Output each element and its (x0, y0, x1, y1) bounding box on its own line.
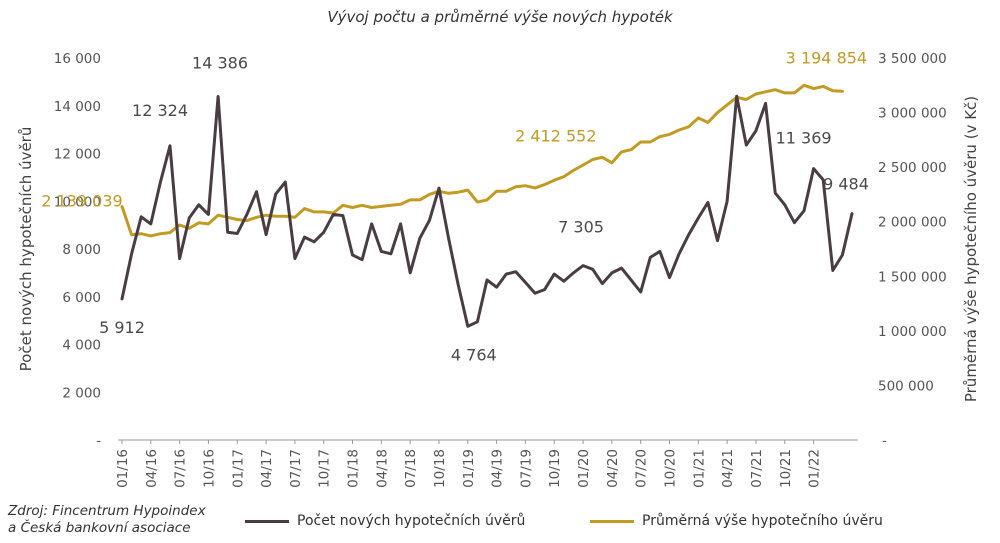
x-tick-label: 07/18 (403, 449, 419, 488)
legend-item-amount: Průměrná výše hypotečního úvěru (590, 513, 883, 529)
legend-label-amount: Průměrná výše hypotečního úvěru (642, 513, 883, 529)
x-tick-label: 07/21 (749, 449, 765, 488)
x-tick-label: 10/20 (663, 449, 679, 488)
x-tick-label: 07/20 (634, 449, 650, 488)
y-right-tick-label: 2 500 000 (878, 160, 947, 176)
y-right-tick-label: 2 000 000 (878, 215, 947, 231)
source-line-1: Zdroj: Fincentrum Hypoindex (8, 503, 206, 519)
x-tick-label: 10/21 (778, 449, 794, 488)
y-left-tick-label: - (96, 433, 101, 449)
x-tick-label: 01/17 (230, 449, 246, 488)
data-label: 12 324 (132, 101, 188, 120)
x-tick-label: 10/16 (201, 449, 217, 488)
y-left-tick-label: 8 000 (62, 242, 101, 258)
x-tick-label: 04/19 (490, 449, 506, 488)
y-right-axis-label: Průměrná výše hypotečního úvěru (v Kč) (962, 96, 980, 402)
y-left-tick-label: 2 000 (62, 385, 101, 401)
legend-swatch-count (245, 519, 289, 523)
x-tick-label: 07/16 (173, 449, 189, 488)
source-line-2: a Česká bankovní asociace (8, 520, 191, 536)
x-tick-label: 01/22 (807, 449, 823, 488)
y-left-tick-label: 10 000 (54, 194, 101, 210)
y-right-tick-label: 1 000 000 (878, 324, 947, 340)
x-tick-label: 04/18 (374, 449, 390, 488)
x-tick-label: 04/21 (720, 449, 736, 488)
data-label: 9 484 (823, 175, 869, 194)
y-left-tick-label: 14 000 (54, 99, 101, 115)
x-tick-label: 10/19 (547, 449, 563, 488)
chart-title: Vývoj počtu a průměrné výše nových hypot… (327, 8, 673, 26)
x-tick-label: 10/18 (432, 449, 448, 488)
series-line-amount (120, 83, 844, 238)
legend-item-count: Počet nových hypotečních úvěrů (245, 513, 525, 529)
y-left-tick-label: 12 000 (54, 147, 101, 163)
y-left-tick-label: 16 000 (54, 51, 101, 67)
x-tick-label: 01/16 (115, 449, 131, 488)
chart-svg: - 2 000 4 000 6 000 8 000 10 000 12 000 14 000 1… (17, 48, 980, 488)
y-right-tick-label: - (882, 433, 887, 449)
x-tick-label: 01/21 (691, 449, 707, 488)
x-tick-label: 01/20 (576, 449, 592, 488)
x-tick-label: 01/19 (461, 449, 477, 488)
data-label: 2 412 552 (515, 127, 596, 146)
y-right-tick-label: 3 500 000 (878, 51, 947, 67)
y-left-tick-label: 6 000 (62, 290, 101, 306)
x-tick-label: 10/17 (317, 449, 333, 488)
y-left-axis-label: Počet nových hypotečních úvěrů (17, 127, 35, 372)
source-note: Zdroj: Fincentrum Hypoindex a Česká bank… (8, 503, 206, 537)
x-tick-label: 04/16 (144, 449, 160, 488)
x-tick-label: 01/18 (346, 449, 362, 488)
y-right-tick-label: 3 000 000 (878, 106, 947, 122)
data-label: 3 194 854 (786, 48, 867, 67)
data-label: 7 305 (558, 218, 604, 237)
x-tick-label: 04/17 (259, 449, 275, 488)
y-right-tick-label: 1 500 000 (878, 269, 947, 285)
legend-swatch-amount (590, 519, 634, 523)
data-label: 14 386 (192, 54, 248, 73)
data-label: 2 139 039 (41, 192, 122, 211)
x-tick-label: 04/20 (605, 449, 621, 488)
data-label: 4 764 (451, 345, 497, 364)
data-label: 5 912 (99, 318, 145, 337)
legend-label-count: Počet nových hypotečních úvěrů (297, 513, 526, 529)
series-line-count (120, 94, 854, 328)
x-tick-label: 07/17 (288, 449, 304, 488)
x-tick-label: 07/19 (518, 449, 534, 488)
data-label: 11 369 (776, 129, 832, 148)
y-right-tick-label: 500 000 (878, 378, 934, 394)
y-left-tick-label: 4 000 (62, 338, 101, 354)
